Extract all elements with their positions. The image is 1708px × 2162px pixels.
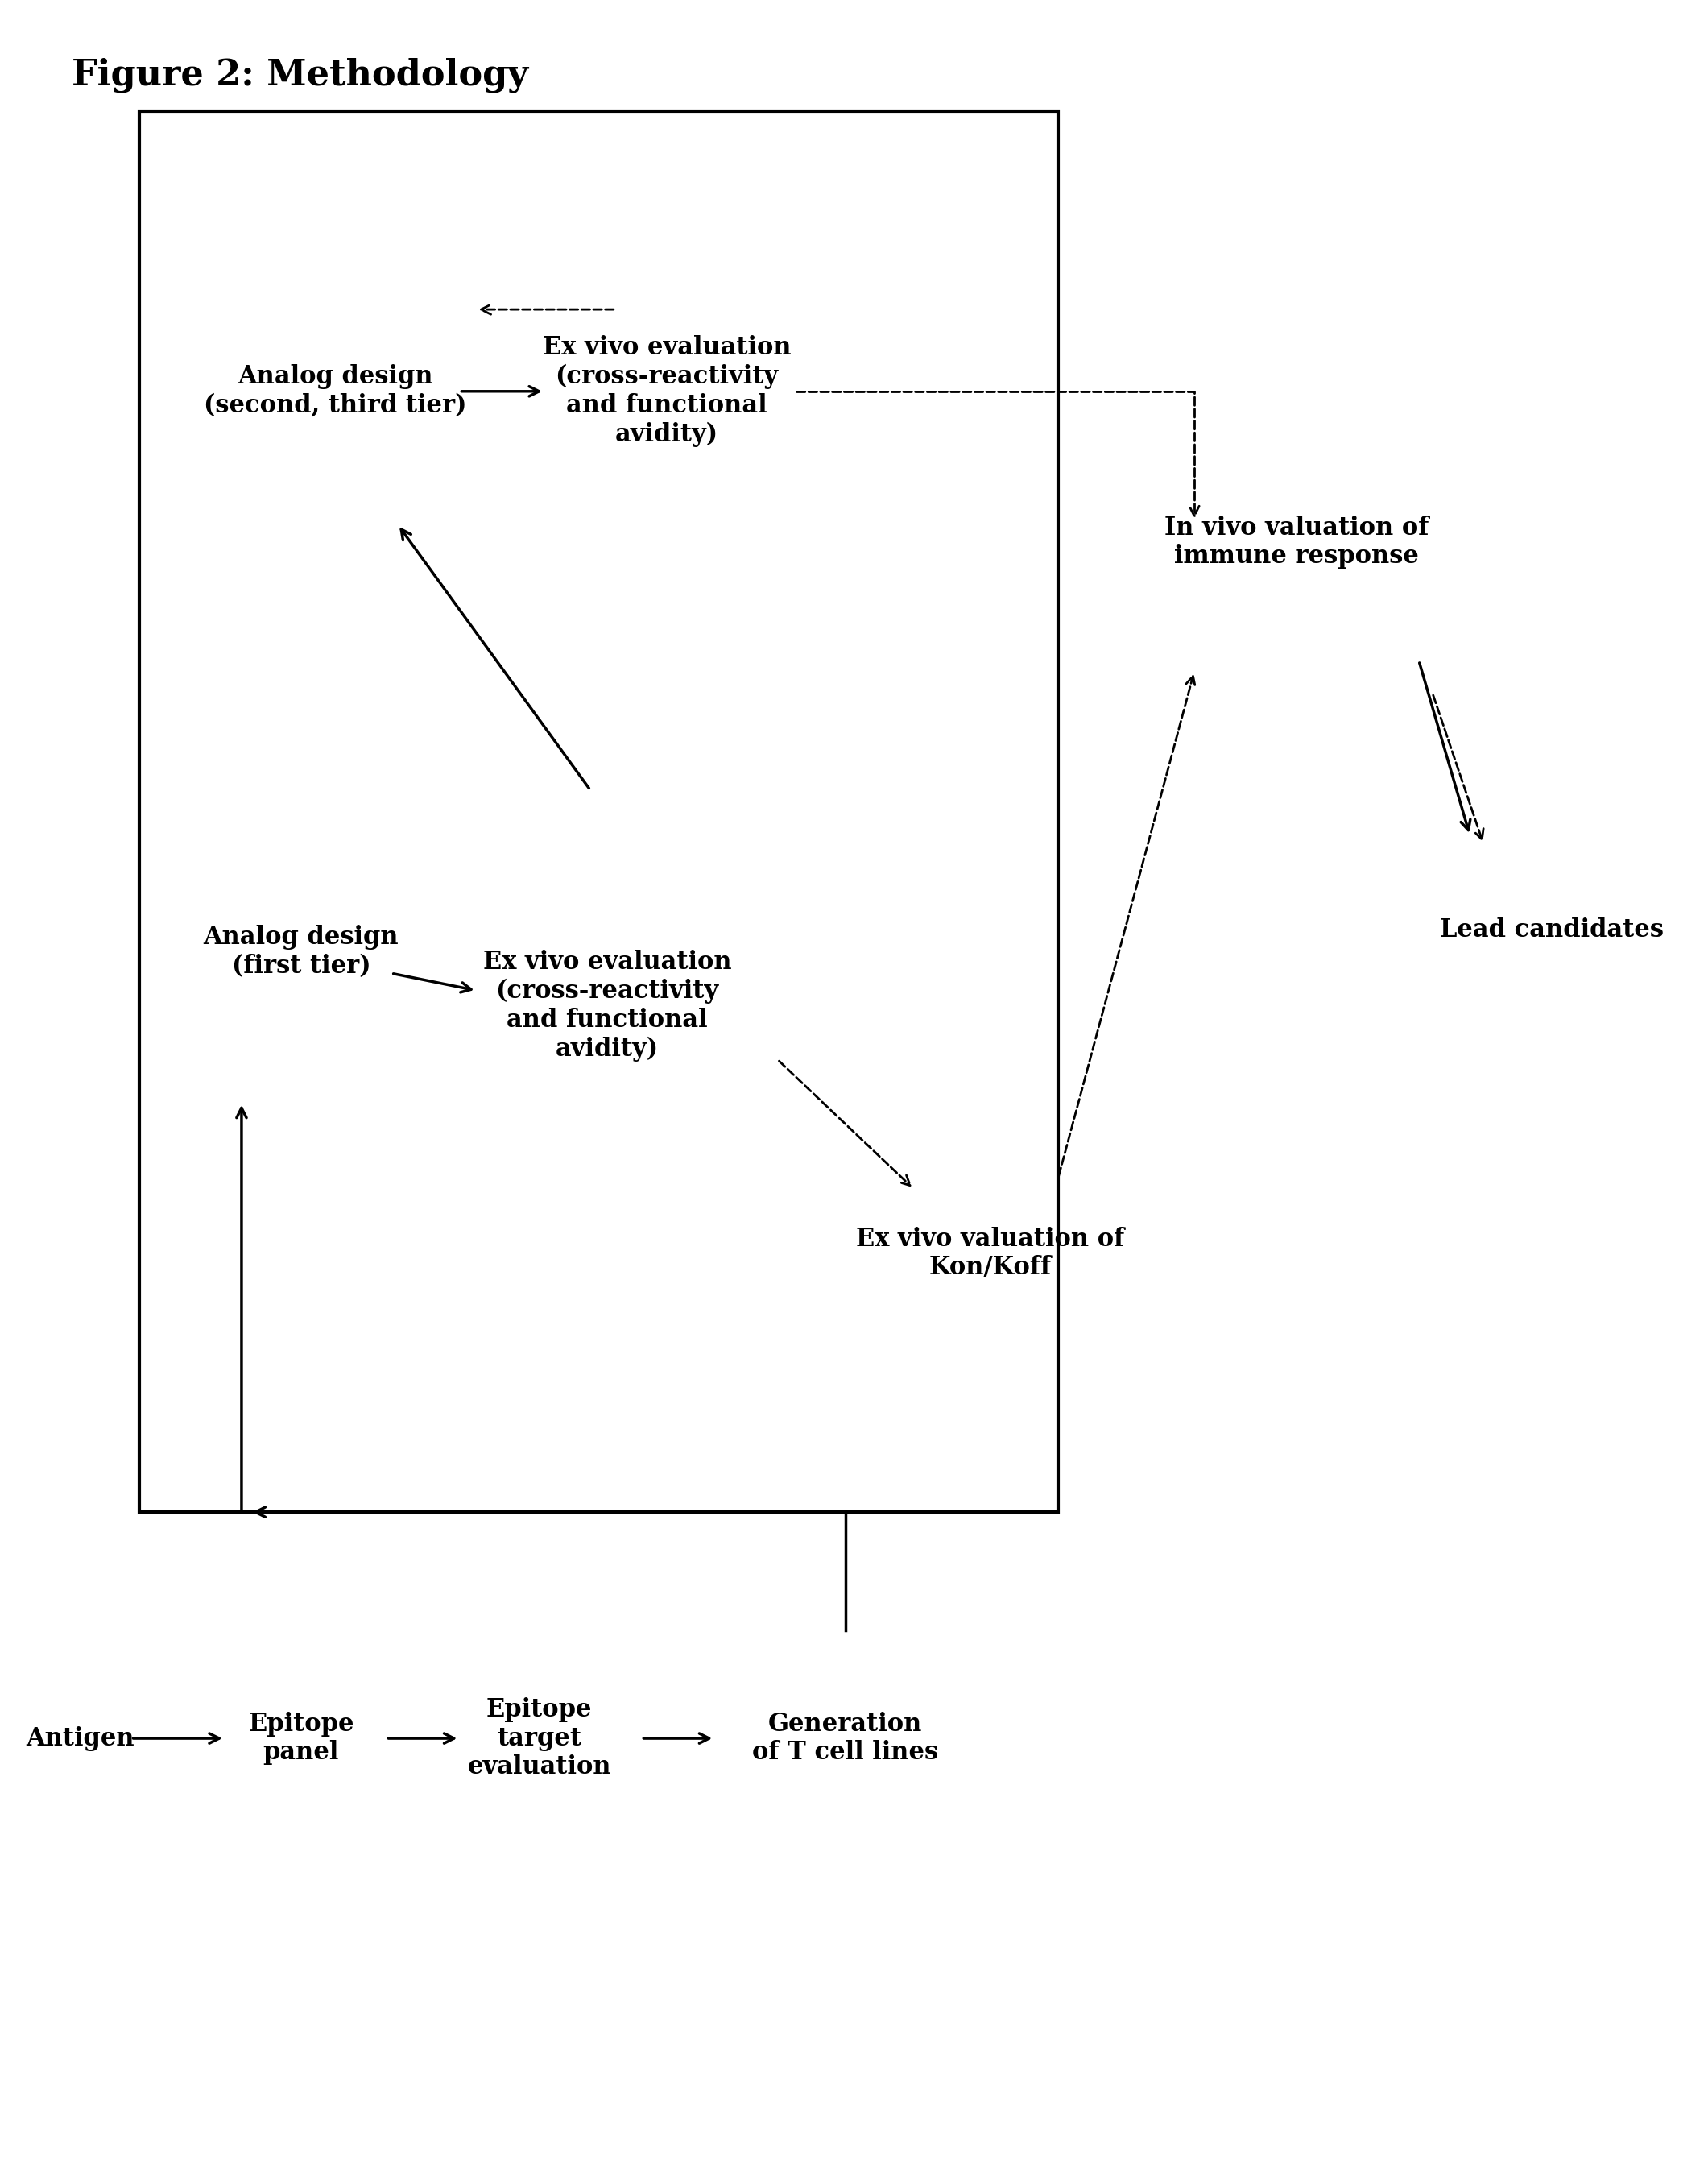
Text: Figure 2: Methodology: Figure 2: Methodology bbox=[72, 56, 528, 93]
Text: Analog design
(second, third tier): Analog design (second, third tier) bbox=[203, 365, 466, 417]
Text: Lead candidates: Lead candidates bbox=[1440, 917, 1664, 943]
Text: In vivo valuation of
immune response: In vivo valuation of immune response bbox=[1165, 515, 1428, 569]
Text: Epitope
target
evaluation: Epitope target evaluation bbox=[468, 1697, 611, 1779]
Text: Epitope
panel: Epitope panel bbox=[248, 1712, 354, 1764]
Text: Ex vivo valuation of
Kon/Koff: Ex vivo valuation of Kon/Koff bbox=[856, 1226, 1124, 1280]
Text: Ex vivo evaluation
(cross-reactivity
and functional
avidity): Ex vivo evaluation (cross-reactivity and… bbox=[483, 949, 731, 1062]
Text: Generation
of T cell lines: Generation of T cell lines bbox=[753, 1712, 939, 1764]
Text: Ex vivo evaluation
(cross-reactivity
and functional
avidity): Ex vivo evaluation (cross-reactivity and… bbox=[543, 335, 791, 448]
Text: Antigen: Antigen bbox=[26, 1725, 135, 1751]
Bar bbox=[140, 110, 1059, 1511]
Text: Analog design
(first tier): Analog design (first tier) bbox=[203, 925, 398, 979]
